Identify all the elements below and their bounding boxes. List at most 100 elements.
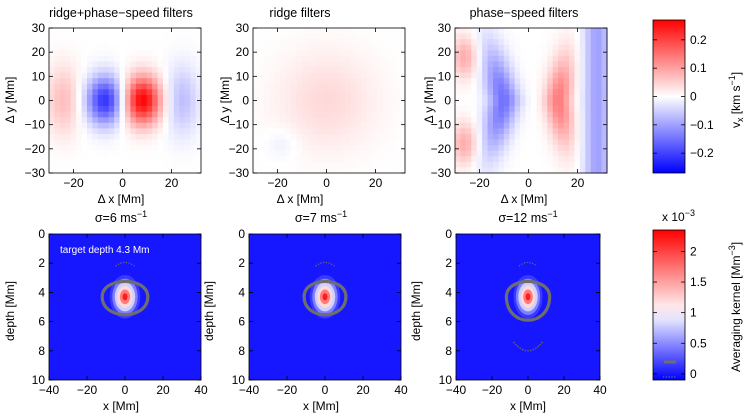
heatmap-cell xyxy=(125,94,132,102)
heatmap-cell xyxy=(318,145,325,152)
heatmap-cell xyxy=(87,33,94,40)
heatmap-cell xyxy=(291,33,298,40)
heatmap-cell xyxy=(296,61,303,68)
heatmap-cell xyxy=(291,83,298,90)
heatmap-cell xyxy=(574,117,581,124)
heatmap-cell xyxy=(476,139,483,146)
heatmap-cell xyxy=(482,72,489,79)
heatmap-cell xyxy=(383,55,390,63)
heatmap-cell xyxy=(258,117,265,124)
heatmap-cell xyxy=(399,167,406,174)
heatmap-cell xyxy=(65,78,72,85)
colorbar-tick-label: −0.2 xyxy=(690,146,714,160)
heatmap-cell xyxy=(339,94,346,102)
heatmap-cell xyxy=(394,55,401,63)
heatmap-cell xyxy=(552,167,559,174)
heatmap-cell xyxy=(482,156,489,163)
heatmap-cell xyxy=(345,167,352,174)
heatmap-cell xyxy=(125,128,132,135)
heatmap-cell xyxy=(76,89,83,96)
heatmap-cell xyxy=(70,33,77,40)
heatmap-cell xyxy=(547,50,554,57)
heatmap-cell xyxy=(487,167,494,174)
heatmap-cell xyxy=(503,61,510,68)
heatmap-cell xyxy=(103,28,110,35)
heatmap-cell xyxy=(372,139,379,146)
heatmap-cell xyxy=(49,150,56,157)
heatmap-cell xyxy=(163,39,170,46)
heatmap-cell xyxy=(487,55,494,63)
heatmap-cell xyxy=(108,145,115,152)
heatmap-cell xyxy=(377,83,384,90)
heatmap-cell xyxy=(190,145,197,152)
heatmap-cell xyxy=(482,83,489,90)
heatmap-cell xyxy=(552,106,559,113)
heatmap-cell xyxy=(152,128,159,135)
heatmap-cell xyxy=(503,117,510,124)
heatmap-cell xyxy=(350,55,357,63)
heatmap-cell xyxy=(87,89,94,96)
heatmap-cell xyxy=(574,111,581,118)
heatmap-cell xyxy=(377,161,384,169)
heatmap-cell xyxy=(590,39,597,46)
heatmap-cell xyxy=(329,100,336,107)
heatmap-cell xyxy=(269,145,276,152)
heatmap-cell xyxy=(168,139,175,146)
heatmap-cell xyxy=(399,50,406,57)
heatmap-cell xyxy=(318,156,325,163)
heatmap-cell xyxy=(135,128,142,135)
heatmap-cell xyxy=(179,94,186,102)
heatmap-cell xyxy=(184,111,191,118)
heatmap-cell xyxy=(345,33,352,40)
heatmap-cell xyxy=(269,167,276,174)
y-tick-label: −30 xyxy=(25,166,46,180)
heatmap-cell xyxy=(552,89,559,96)
heatmap-cell xyxy=(339,67,346,74)
heatmap-cell xyxy=(119,89,126,96)
heatmap-cell xyxy=(574,156,581,163)
heatmap-cell xyxy=(339,100,346,107)
heatmap-cell xyxy=(574,122,581,129)
heatmap-cell xyxy=(274,161,281,169)
heatmap-cell xyxy=(563,89,570,96)
heatmap-cell xyxy=(350,33,357,40)
heatmap-cell xyxy=(465,161,472,169)
heatmap-cell xyxy=(130,55,137,63)
heatmap-cell xyxy=(253,50,260,57)
heatmap-cell xyxy=(574,67,581,74)
heatmap-cell xyxy=(388,145,395,152)
heatmap-cell xyxy=(471,72,478,79)
heatmap-cell xyxy=(596,33,603,40)
heatmap-cell xyxy=(377,128,384,135)
heatmap-cell xyxy=(334,133,341,141)
heatmap-cell xyxy=(383,67,390,74)
heatmap-cell xyxy=(195,117,202,124)
heatmap-cell xyxy=(119,133,126,141)
heatmap-cell xyxy=(258,167,265,174)
heatmap-cell xyxy=(280,28,287,35)
heatmap-cell xyxy=(525,67,532,74)
heatmap-cell xyxy=(487,33,494,40)
heatmap-cell xyxy=(163,28,170,35)
heatmap-cell xyxy=(493,156,500,163)
heatmap-cell xyxy=(536,133,543,141)
heatmap-cell xyxy=(482,44,489,51)
heatmap-cell xyxy=(520,117,527,124)
heatmap-cell xyxy=(520,133,527,141)
heatmap-cell xyxy=(285,33,292,40)
heatmap-cell xyxy=(455,150,462,157)
heatmap-cell xyxy=(509,44,516,51)
heatmap-cell xyxy=(318,67,325,74)
heatmap-cell xyxy=(119,117,126,124)
heatmap-cell xyxy=(65,156,72,163)
heatmap-cell xyxy=(195,94,202,102)
heatmap-cell xyxy=(59,111,66,118)
heatmap-cell xyxy=(195,50,202,57)
heatmap-cell xyxy=(114,39,121,46)
colorbar-ticks: 21.510.50 xyxy=(653,244,707,381)
heatmap-cell xyxy=(356,111,363,118)
heatmap-cell xyxy=(547,117,554,124)
heatmap-cell xyxy=(92,145,99,152)
heatmap-cell xyxy=(509,106,516,113)
